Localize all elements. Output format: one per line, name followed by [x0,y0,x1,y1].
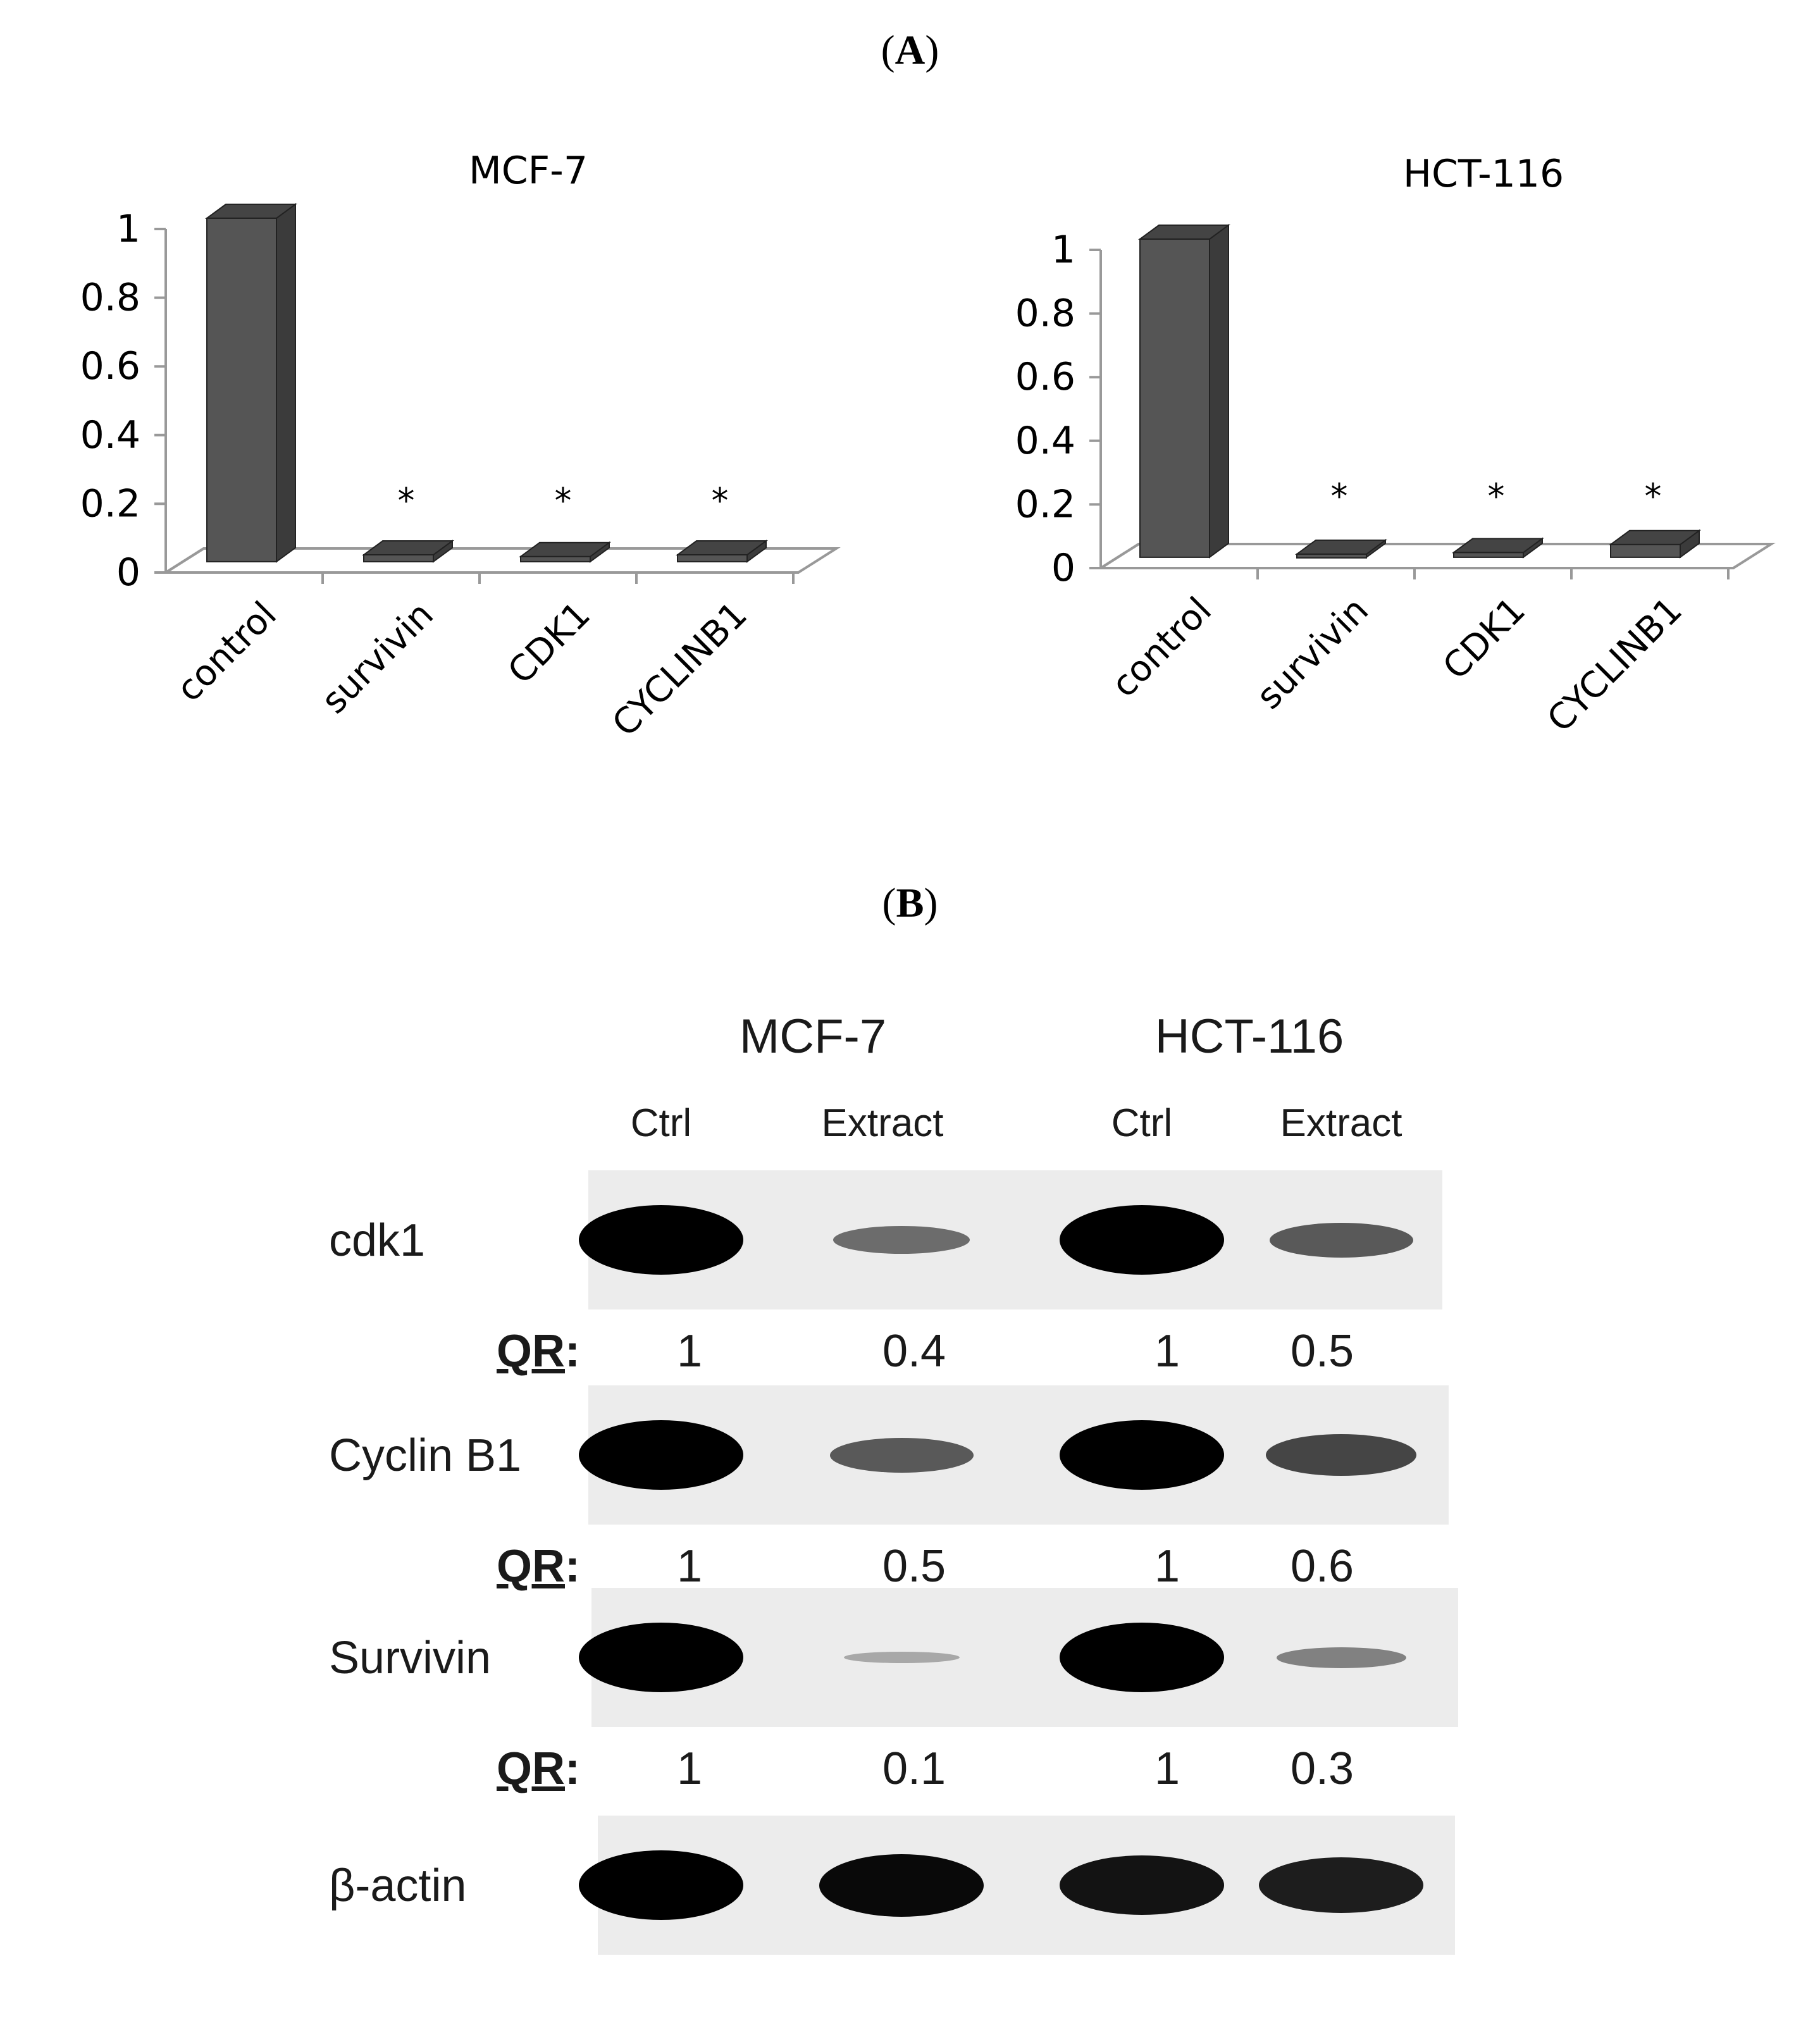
blot-row-label: β-actin [329,1860,467,1911]
lane-header: Extract [1280,1101,1402,1145]
blot-band [829,1437,974,1473]
qr-label: QR: [497,1541,580,1592]
chart-2: HCT-116 0 0.2 0.4 0.6 0.8 1 control * survivin * CD… [1015,152,1776,740]
y-tick-label: 0.8 [1015,292,1075,336]
y-tick-label: 0 [116,550,140,595]
qr-label: QR: [497,1743,580,1794]
y-tick-label: 0.6 [1015,355,1075,399]
floor-edge [164,547,205,574]
x-category-label: CDK1 [500,594,598,692]
lane-header: Extract [821,1101,944,1145]
significance-marker: * [398,481,415,521]
bar-charts: MCF-7 0 0.2 0.4 0.6 0.8 1 control * survivin * CDK1… [80,149,1776,745]
qr-value: 1 [1154,1326,1180,1377]
bar-survivin [363,554,434,562]
y-tick-label: 0 [1051,546,1075,590]
blot-band [579,1205,743,1275]
x-category-label: control [1104,590,1220,705]
bar-top [1608,529,1702,545]
qr-value: 0.6 [1290,1541,1354,1592]
bar-CDK1 [1453,552,1524,558]
qr-value: 1 [676,1326,703,1377]
bar-side [1209,223,1229,559]
blot-band [1060,1855,1224,1915]
lane-header: Ctrl [1111,1101,1173,1145]
panel-label-a: (A) [881,27,939,73]
blot-band [1266,1434,1416,1476]
blot-band [1060,1205,1224,1275]
qr-value: 0.1 [882,1743,946,1794]
lane-header: Ctrl [630,1101,692,1145]
bar-side [276,202,296,563]
qr-label-text: QR [497,1743,565,1794]
significance-marker: * [1488,476,1505,516]
bar-top [361,540,455,556]
blot-band [843,1652,960,1663]
qr-label-text: QR [497,1541,565,1592]
qr-value: 0.5 [1290,1326,1354,1377]
qr-value: 1 [1154,1541,1180,1592]
significance-marker: * [1331,476,1348,516]
bar-top [204,203,298,219]
significance-marker: * [712,481,729,521]
x-category-label: CDK1 [1435,590,1533,688]
blot-band [1276,1647,1406,1668]
x-category-label: survivin [1249,590,1377,717]
bar-top [1137,224,1231,240]
x-category-label: CYCLINB1 [1540,590,1690,740]
qr-label: QR: [497,1326,580,1377]
qr-value: 1 [1154,1743,1180,1794]
blot-row-label: cdk1 [329,1215,426,1266]
significance-marker: * [555,481,572,521]
significance-marker: * [1645,476,1662,516]
blot-row-label: Cyclin B1 [329,1430,522,1481]
bar-control [206,217,277,562]
qr-value: 1 [676,1541,703,1592]
blot-band [1060,1623,1224,1692]
bar-top [1451,538,1545,554]
qr-value: 0.3 [1290,1743,1354,1794]
bar-top [1294,539,1388,555]
bar-top [675,540,769,556]
x-category-label: control [169,594,285,710]
y-tick-label: 0.2 [1015,482,1075,526]
bar-CDK1 [520,555,591,562]
cell-line-header: HCT-116 [1155,1010,1344,1063]
blot-band [833,1226,970,1254]
qr-value: 0.4 [882,1326,946,1377]
x-category-label: survivin [314,594,442,722]
bar-CYCLINB1 [1610,543,1681,558]
blot-band [579,1850,743,1920]
chart-1: MCF-7 0 0.2 0.4 0.6 0.8 1 control * survivin * CDK1… [80,149,841,745]
y-tick-label: 0.4 [80,413,140,457]
y-tick-label: 1 [116,207,140,251]
chart-title: HCT-116 [1403,152,1564,196]
bar-top [518,542,612,557]
y-tick-label: 0.8 [80,276,140,320]
panel-label-b: (B) [882,880,938,926]
blot-band [1269,1222,1413,1258]
blot-band [579,1623,743,1692]
qr-value: 1 [676,1743,703,1794]
qr-label-text: QR [497,1326,565,1377]
y-tick-label: 0.2 [80,481,140,526]
bar-control [1139,238,1210,558]
blot-band [1060,1420,1224,1490]
chart-title: MCF-7 [469,149,588,193]
y-tick-label: 0.6 [80,344,140,388]
blot-band [579,1420,743,1490]
floor-edge [1099,543,1140,569]
cell-line-header: MCF-7 [739,1010,887,1063]
blot-band [1259,1857,1423,1913]
bar-CYCLINB1 [677,554,748,562]
qr-value: 0.5 [882,1541,946,1592]
blot-row-label: Survivin [329,1633,492,1683]
y-tick-label: 0.4 [1015,419,1075,463]
x-category-label: CYCLINB1 [605,594,755,745]
y-tick-label: 1 [1051,228,1075,272]
blot-band [819,1854,984,1917]
